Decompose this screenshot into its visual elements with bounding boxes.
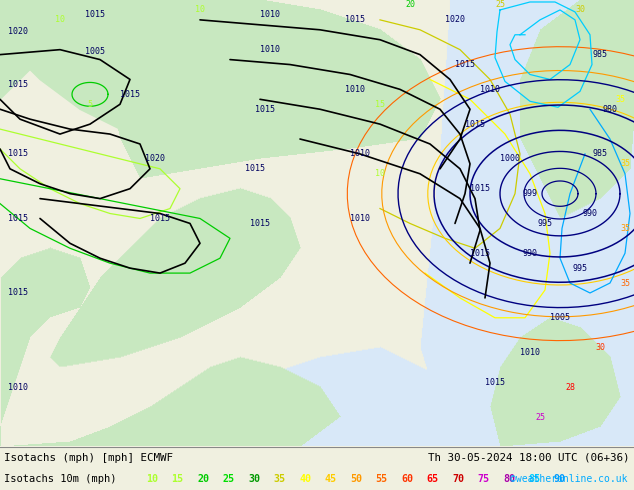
Text: 20: 20	[405, 0, 415, 9]
Text: 55: 55	[375, 474, 387, 484]
Text: 1010: 1010	[260, 10, 280, 20]
Text: 30: 30	[575, 5, 585, 14]
Text: ©weatheronline.co.uk: ©weatheronline.co.uk	[510, 474, 628, 484]
Text: 1015: 1015	[8, 289, 28, 297]
Text: 990: 990	[522, 249, 538, 258]
Text: 1015: 1015	[8, 149, 28, 158]
Text: 10: 10	[146, 474, 158, 484]
Text: 75: 75	[477, 474, 489, 484]
Text: 80: 80	[503, 474, 515, 484]
Text: 1005: 1005	[85, 47, 105, 56]
Text: 15: 15	[375, 100, 385, 109]
Text: 1005: 1005	[550, 313, 570, 322]
Text: Th 30-05-2024 18:00 UTC (06+36): Th 30-05-2024 18:00 UTC (06+36)	[429, 453, 630, 463]
Text: 35: 35	[615, 95, 625, 104]
Text: 1015: 1015	[455, 60, 475, 69]
Text: 1010: 1010	[480, 85, 500, 94]
Text: 1015: 1015	[8, 80, 28, 89]
Text: 995: 995	[538, 219, 552, 228]
Text: 985: 985	[593, 149, 607, 158]
Text: 35: 35	[620, 224, 630, 233]
Text: 10: 10	[55, 15, 65, 24]
Text: 1015: 1015	[150, 214, 170, 223]
Text: 25: 25	[223, 474, 235, 484]
Text: 28: 28	[565, 383, 575, 392]
Text: 1015: 1015	[465, 120, 485, 129]
Text: 10: 10	[195, 5, 205, 14]
Text: 35: 35	[620, 159, 630, 169]
Text: 999: 999	[522, 189, 538, 198]
Text: 30: 30	[248, 474, 260, 484]
Polygon shape	[0, 0, 280, 49]
Text: 1015: 1015	[120, 90, 140, 99]
Text: 995: 995	[573, 264, 588, 272]
Text: 60: 60	[401, 474, 413, 484]
Text: 30: 30	[595, 343, 605, 352]
Text: 1010: 1010	[8, 383, 28, 392]
Text: 85: 85	[529, 474, 541, 484]
Text: 1015: 1015	[245, 164, 265, 173]
Text: 50: 50	[350, 474, 362, 484]
Text: 45: 45	[325, 474, 337, 484]
Polygon shape	[0, 5, 230, 139]
Text: 15: 15	[172, 474, 183, 484]
Text: 10: 10	[375, 169, 385, 178]
Text: 1010: 1010	[520, 348, 540, 357]
Text: 5: 5	[87, 100, 93, 109]
Text: Isotachs (mph) [mph] ECMWF: Isotachs (mph) [mph] ECMWF	[4, 453, 173, 463]
Text: 65: 65	[427, 474, 439, 484]
Text: 1020: 1020	[145, 154, 165, 163]
Text: 1020: 1020	[8, 27, 28, 36]
Text: Isotachs 10m (mph): Isotachs 10m (mph)	[4, 474, 117, 484]
Text: 20: 20	[197, 474, 209, 484]
Text: 1015: 1015	[485, 378, 505, 387]
Text: 1020: 1020	[445, 15, 465, 24]
Text: 70: 70	[452, 474, 464, 484]
Text: 1010: 1010	[260, 45, 280, 54]
Text: 25: 25	[535, 413, 545, 421]
Text: 1010: 1010	[350, 149, 370, 158]
Text: 1015: 1015	[470, 184, 490, 193]
Text: 35: 35	[273, 474, 285, 484]
Text: 1015: 1015	[345, 15, 365, 24]
Polygon shape	[0, 0, 120, 99]
Text: 40: 40	[299, 474, 311, 484]
Text: 1015: 1015	[85, 10, 105, 20]
Text: 980: 980	[602, 105, 618, 114]
Text: 1015: 1015	[250, 219, 270, 228]
Text: 990: 990	[583, 209, 597, 218]
Text: 1010: 1010	[345, 85, 365, 94]
Text: 1000: 1000	[500, 154, 520, 163]
Text: 25: 25	[495, 0, 505, 9]
Text: 985: 985	[593, 50, 607, 59]
Text: 35: 35	[620, 278, 630, 288]
Text: 90: 90	[554, 474, 566, 484]
Text: 1015: 1015	[255, 105, 275, 114]
Text: 1015: 1015	[470, 249, 490, 258]
Text: 1015: 1015	[8, 214, 28, 223]
Text: 1010: 1010	[350, 214, 370, 223]
